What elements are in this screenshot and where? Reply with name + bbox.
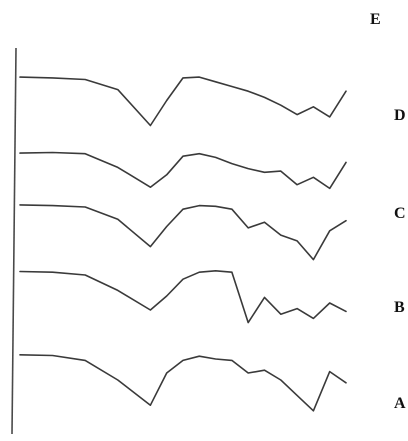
series-label-a: A [394,395,406,412]
spectrum-trace-c [19,204,347,261]
series-label-e: E [370,11,381,28]
series-label-d: D [394,107,406,124]
series-label-b: B [394,299,405,316]
label-layer: E D C B A [370,11,406,412]
trace-layer [19,76,347,412]
series-label-c: C [394,205,406,222]
left-axis-line [11,47,17,435]
spectrum-trace-d [19,151,347,190]
spectrum-trace-a [19,354,347,412]
spectrum-trace-b [19,270,347,324]
spectrum-trace-e [19,76,347,127]
